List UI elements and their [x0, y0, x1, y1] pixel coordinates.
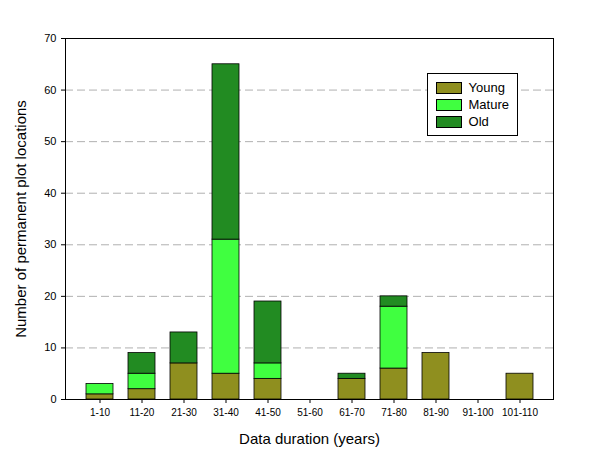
svg-text:Data duration (years): Data duration (years) — [239, 430, 380, 447]
svg-text:31-40: 31-40 — [213, 407, 239, 418]
svg-text:71-80: 71-80 — [381, 407, 407, 418]
svg-text:11-20: 11-20 — [130, 407, 155, 418]
svg-text:1-10: 1-10 — [90, 407, 110, 418]
svg-text:0: 0 — [50, 393, 56, 405]
svg-text:81-90: 81-90 — [423, 407, 449, 418]
svg-text:10: 10 — [44, 341, 56, 353]
svg-text:91-100: 91-100 — [462, 407, 494, 418]
svg-text:40: 40 — [44, 187, 56, 199]
svg-text:60: 60 — [44, 84, 56, 96]
svg-text:50: 50 — [44, 135, 56, 147]
svg-text:30: 30 — [44, 238, 56, 250]
svg-text:Number of permanent plot locat: Number of permanent plot locations — [12, 100, 29, 338]
svg-text:61-70: 61-70 — [339, 407, 365, 418]
html-text:Old: Old — [468, 114, 489, 129]
svg-text:20: 20 — [44, 290, 56, 302]
svg-text:101-110: 101-110 — [502, 407, 538, 418]
html-text:Young: Young — [468, 80, 505, 95]
svg-text:41-50: 41-50 — [255, 407, 281, 418]
svg-text:21-30: 21-30 — [171, 407, 197, 418]
html-text:Mature: Mature — [468, 97, 509, 112]
svg-text:70: 70 — [44, 32, 56, 44]
svg-text:51-60: 51-60 — [297, 407, 323, 418]
